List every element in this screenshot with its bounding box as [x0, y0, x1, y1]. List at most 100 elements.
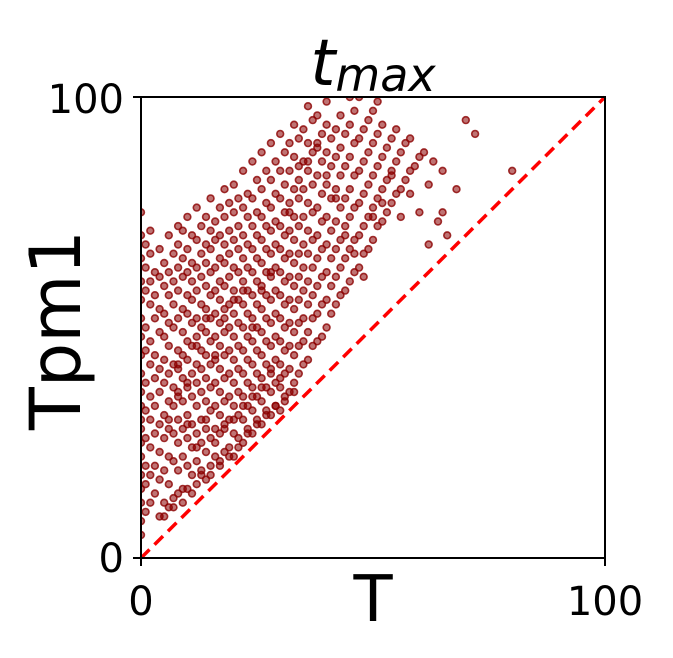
data-point: [257, 185, 266, 194]
data-point: [248, 392, 257, 401]
data-point: [289, 258, 299, 268]
data-point: [248, 221, 257, 231]
data-point: [252, 420, 262, 429]
data-point: [276, 360, 285, 369]
data-point: [266, 226, 276, 235]
data-point: [303, 198, 313, 208]
data-point: [276, 221, 285, 231]
data-point: [322, 212, 331, 222]
data-point: [303, 138, 313, 148]
data-point: [327, 281, 336, 291]
data-point: [173, 360, 183, 369]
data-point: [229, 309, 239, 318]
data-point: [285, 208, 294, 217]
data-point: [225, 452, 234, 461]
data-point: [327, 226, 336, 235]
data-point: [160, 281, 169, 291]
data-point: [322, 97, 331, 106]
data-point: [378, 120, 387, 129]
data-point: [289, 304, 299, 314]
data-point: [192, 443, 201, 452]
data-point: [146, 300, 155, 309]
data-point: [313, 111, 322, 120]
data-point: [289, 351, 299, 360]
data-point: [378, 198, 387, 208]
data-point: [201, 314, 211, 323]
data-point: [303, 249, 313, 258]
data-point: [229, 332, 239, 341]
data-point: [229, 208, 239, 217]
data-point: [280, 397, 289, 406]
data-point: [299, 240, 308, 249]
data-point: [248, 157, 257, 166]
data-point: [215, 203, 225, 212]
data-point: [160, 512, 169, 521]
data-point: [257, 383, 266, 392]
data-point: [248, 244, 257, 254]
data-point: [331, 217, 341, 226]
data-point: [183, 355, 192, 364]
data-point: [178, 254, 188, 263]
data-point: [308, 291, 317, 300]
data-point: [173, 314, 183, 323]
data-point: [341, 231, 350, 240]
data-point: [294, 175, 303, 185]
data-point: [183, 268, 192, 277]
data-point: [327, 134, 336, 143]
data-point: [322, 120, 331, 129]
x-axis-label: T: [352, 563, 393, 637]
data-point: [415, 208, 424, 217]
data-point: [317, 189, 327, 199]
data-point: [271, 157, 280, 166]
data-point: [257, 286, 266, 295]
data-point: [336, 203, 345, 212]
data-point: [211, 309, 220, 318]
data-point: [173, 240, 183, 249]
data-point: [164, 291, 174, 300]
data-point: [248, 268, 257, 277]
data-point: [201, 351, 211, 360]
data-point: [378, 185, 387, 194]
data-point: [392, 157, 401, 166]
data-point: [215, 461, 225, 470]
data-point: [266, 203, 276, 212]
data-point: [266, 268, 276, 277]
data-point: [285, 341, 294, 351]
data-point: [401, 175, 410, 185]
data-point: [336, 143, 345, 152]
data-point: [164, 369, 174, 378]
data-point: [187, 489, 197, 498]
data-point: [150, 461, 160, 470]
data-point: [192, 263, 201, 272]
data-point: [359, 221, 368, 231]
data-point: [285, 318, 294, 328]
data-point: [141, 378, 150, 387]
data-point: [303, 166, 313, 176]
data-point: [183, 410, 192, 420]
data-point: [150, 489, 160, 498]
data-point: [141, 323, 150, 332]
data-point: [364, 180, 373, 189]
data-point: [341, 162, 350, 171]
data-point: [155, 244, 164, 254]
data-point: [285, 226, 294, 235]
y-tick-label-100: 100: [48, 77, 124, 123]
data-point: [192, 235, 201, 245]
data-point: [285, 138, 294, 148]
data-point: [313, 309, 322, 318]
data-point: [364, 148, 373, 157]
data-point: [354, 263, 364, 272]
data-point: [146, 249, 155, 258]
data-point: [141, 461, 150, 470]
data-point: [173, 346, 183, 355]
data-point: [405, 134, 415, 143]
data-point: [271, 401, 280, 411]
data-point: [289, 378, 299, 387]
data-point: [294, 194, 303, 203]
data-point: [364, 244, 373, 254]
data-point: [229, 401, 239, 411]
data-point: [229, 295, 239, 304]
data-point: [173, 415, 183, 424]
data-point: [322, 240, 331, 249]
data-point: [211, 351, 220, 360]
